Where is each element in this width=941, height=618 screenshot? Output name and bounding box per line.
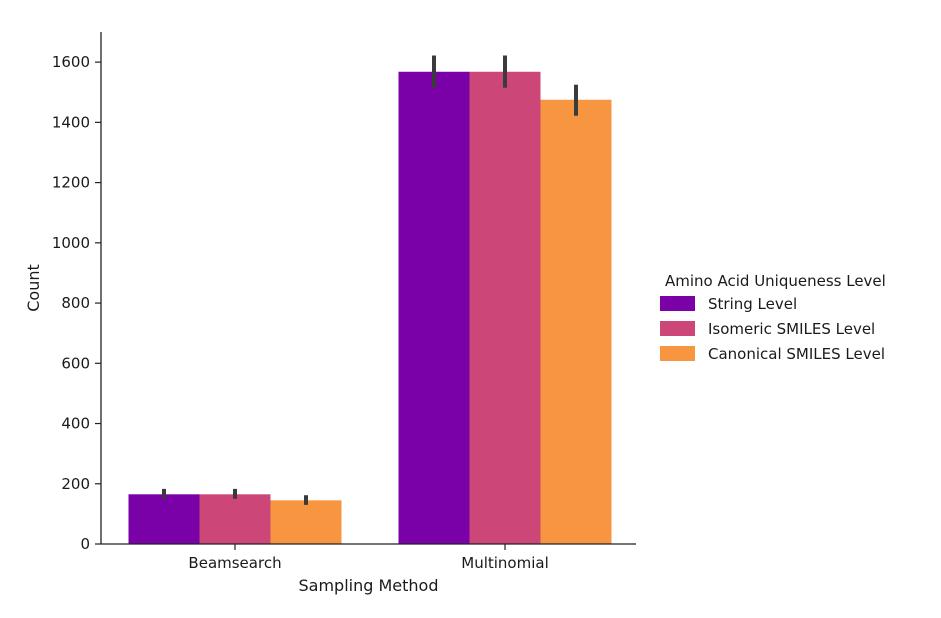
bar-beamsearch-isomeric-smiles-level xyxy=(199,494,271,544)
legend-label: Isomeric SMILES Level xyxy=(708,320,875,338)
legend-label: Canonical SMILES Level xyxy=(708,345,885,363)
legend-title: Amino Acid Uniqueness Level xyxy=(665,272,886,290)
bar-multinomial-string-level xyxy=(398,71,470,544)
legend-swatch xyxy=(660,296,695,311)
legend: Amino Acid Uniqueness Level String Level… xyxy=(660,272,886,363)
x-ticks: Beamsearch Multinomial xyxy=(188,544,549,572)
y-tick-label: 1600 xyxy=(52,53,90,71)
bar-beamsearch-string-level xyxy=(128,494,200,544)
bar-multinomial-isomeric-smiles-level xyxy=(469,71,541,544)
bars-layer xyxy=(128,71,612,544)
legend-swatch xyxy=(660,321,695,336)
y-tick-label: 400 xyxy=(61,415,90,433)
y-tick-label: 0 xyxy=(80,535,90,553)
y-tick-label: 1200 xyxy=(52,174,90,192)
y-ticks: 0 200 400 600 800 1000 1200 1400 1600 xyxy=(52,53,101,553)
x-tick-label: Multinomial xyxy=(461,554,549,572)
legend-swatch xyxy=(660,346,695,361)
y-tick-label: 800 xyxy=(61,294,90,312)
bar-beamsearch-canonical-smiles-level xyxy=(270,500,342,544)
axes-layer xyxy=(100,32,636,545)
x-tick-label: Beamsearch xyxy=(188,554,281,572)
x-axis-label: Sampling Method xyxy=(299,576,439,595)
error-bars-layer xyxy=(162,55,578,505)
y-tick-label: 1000 xyxy=(52,234,90,252)
y-tick-label: 600 xyxy=(61,354,90,372)
y-tick-label: 200 xyxy=(61,475,90,493)
y-tick-label: 1400 xyxy=(52,113,90,131)
y-axis-label: Count xyxy=(24,264,43,312)
bar-multinomial-canonical-smiles-level xyxy=(540,99,612,544)
legend-label: String Level xyxy=(708,295,797,313)
